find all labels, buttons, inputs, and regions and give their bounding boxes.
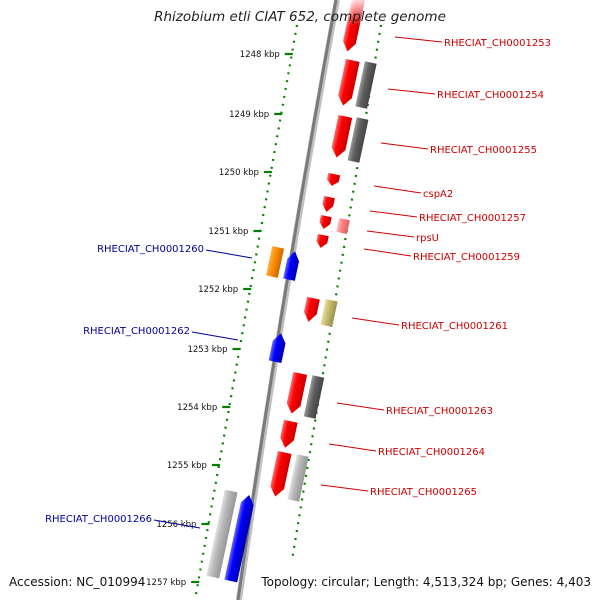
ruler-tick-label: 1250 kbp <box>219 168 259 178</box>
feature-block-rheciat-ch0001265 <box>287 454 309 502</box>
gene-label[interactable]: RHECIAT_CH0001265 <box>370 487 477 498</box>
ruler-tick-label: 1251 kbp <box>208 227 248 237</box>
feature-block-rheciat-ch0001263 <box>303 375 325 419</box>
gene-label[interactable]: RHECIAT_CH0001253 <box>444 38 551 49</box>
gene-label[interactable]: RHECIAT_CH0001263 <box>386 406 493 417</box>
gene-label[interactable]: RHECIAT_CH0001266 <box>45 514 152 525</box>
feature-block-rpsu <box>336 218 350 234</box>
top-fade-overlay <box>340 0 370 26</box>
gene-label-leader <box>336 402 385 411</box>
gene-label-leader <box>328 443 377 452</box>
ruler-tick-label: 1256 kbp <box>156 520 196 530</box>
gene-label[interactable]: cspA2 <box>423 189 453 200</box>
ruler-tick-label: 1253 kbp <box>187 345 227 355</box>
accession-text: Accession: NC_010994 <box>9 575 146 589</box>
gene-label-leader <box>380 142 429 150</box>
gene-label-leader <box>191 331 239 341</box>
gene-label[interactable]: RHECIAT_CH0001255 <box>430 145 537 156</box>
gene-label-leader <box>373 185 422 194</box>
gene-arrow-rheciat-ch0001259 <box>316 233 329 248</box>
gene-arrow-rheciat-ch0001264 <box>280 419 298 448</box>
gene-label-leader <box>394 36 443 43</box>
gene-arrow-rheciat-ch0001254 <box>338 59 360 106</box>
gene-label-leader <box>369 210 418 218</box>
gene-label-leader <box>387 88 436 95</box>
gene-label-leader <box>205 249 253 259</box>
ruler-dotted-line-inner <box>193 24 299 601</box>
gene-label-leader <box>366 230 415 238</box>
gene-label-leader <box>153 519 201 529</box>
gene-label-leader <box>363 248 412 257</box>
gene-label[interactable]: RHECIAT_CH0001259 <box>413 252 520 263</box>
gene-label[interactable]: RHECIAT_CH0001260 <box>97 244 204 255</box>
ruler-tick-label: 1257 kbp <box>146 578 186 588</box>
page-title: Rhizobium etli CIAT 652, complete genome <box>154 9 446 25</box>
gene-label[interactable]: RHECIAT_CH0001262 <box>83 326 190 337</box>
feature-block-rheciat-ch0001255 <box>347 117 369 163</box>
gene-arrow-cspa2 <box>327 172 341 186</box>
feature-block-rheciat-ch0001261 <box>320 299 338 327</box>
gene-arrow-rheciat-ch0001265 <box>270 451 292 497</box>
ruler-tick-label: 1249 kbp <box>229 110 269 120</box>
gene-arrow-rheciat-ch0001263 <box>286 371 308 414</box>
gene-label[interactable]: RHECIAT_CH0001264 <box>378 447 485 458</box>
ruler-tick-label: 1254 kbp <box>177 403 217 413</box>
gene-arrow-rheciat-ch0001262 <box>268 333 286 364</box>
gene-label-leader <box>320 484 369 492</box>
feature-block-rheciat-ch0001266 <box>206 489 238 579</box>
gene-arrow-rheciat-ch0001257 <box>322 196 335 212</box>
gene-label-leader <box>351 317 400 326</box>
gene-arrow-rheciat-ch0001255 <box>331 115 353 158</box>
ruler-tick-label: 1252 kbp <box>198 285 238 295</box>
gene-arrow-rheciat-ch0001261 <box>304 296 320 322</box>
genome-backbone-shadow <box>236 0 340 601</box>
gene-arrow-rpsu-region <box>319 214 332 229</box>
ruler-tick-label: 1255 kbp <box>167 461 207 471</box>
gene-arrow-rheciat-ch0001266 <box>224 494 254 583</box>
topology-text: Topology: circular; Length: 4,513,324 bp… <box>261 575 591 589</box>
feature-block-rheciat-ch0001254 <box>355 61 377 109</box>
gene-label[interactable]: rpsU <box>416 233 439 244</box>
feature-block-rheciat-ch0001260 <box>266 246 284 278</box>
gene-label[interactable]: RHECIAT_CH0001261 <box>401 321 508 332</box>
ruler-tick-label: 1248 kbp <box>240 50 280 60</box>
gene-label[interactable]: RHECIAT_CH0001257 <box>419 213 526 224</box>
gene-arrow-rheciat-ch0001260 <box>283 251 300 281</box>
gene-label[interactable]: RHECIAT_CH0001254 <box>437 90 544 101</box>
